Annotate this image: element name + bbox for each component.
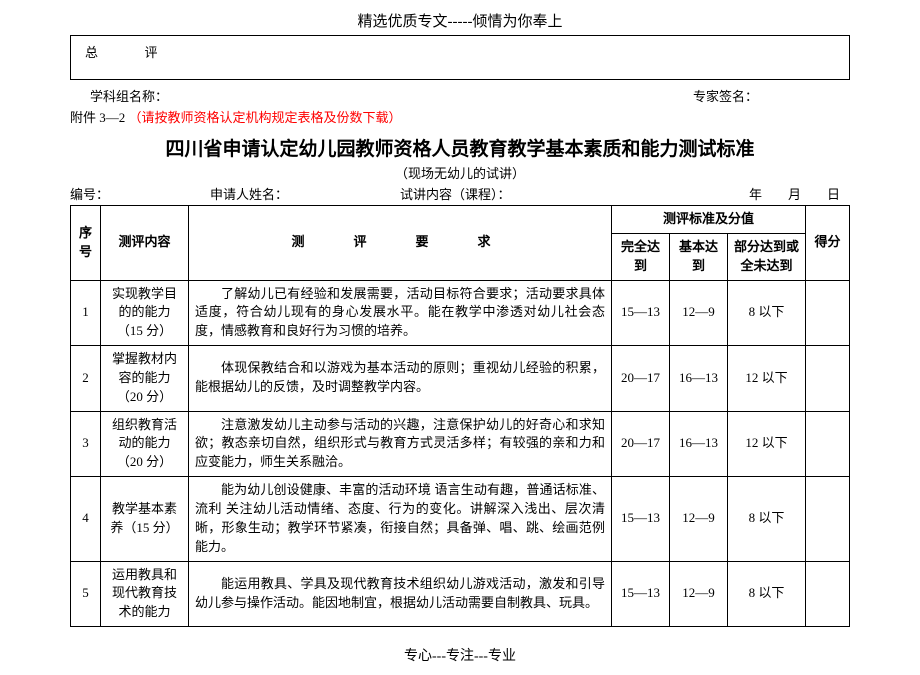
- cell-s3: 8 以下: [728, 280, 806, 346]
- th-s2: 基本达到: [670, 233, 728, 280]
- th-topic: 测评内容: [101, 206, 189, 281]
- cell-s2: 12—9: [670, 280, 728, 346]
- th-req: 测 评 要 求: [189, 206, 612, 281]
- cell-topic: 教学基本素 养（15 分）: [101, 477, 189, 561]
- cell-s2: 16—13: [670, 411, 728, 477]
- cell-s3: 12 以下: [728, 411, 806, 477]
- expert-label: 专家签名：: [693, 86, 848, 105]
- table-row: 3组织教育活动的能力（20 分）注意激发幼儿主动参与活动的兴趣，注意保护幼儿的好…: [71, 411, 850, 477]
- cell-s3: 12 以下: [728, 346, 806, 412]
- cell-req: 注意激发幼儿主动参与活动的兴趣，注意保护幼儿的好奇心和求知欲；教态亲切自然，组织…: [189, 411, 612, 477]
- cell-s1: 15—13: [612, 280, 670, 346]
- page-footer: 专心---专注---专业: [70, 645, 850, 665]
- cell-s3: 8 以下: [728, 561, 806, 627]
- attachment-prefix: 附件 3—2: [70, 110, 125, 125]
- meta-row: 编号： 申请人姓名： 试讲内容（课程）： 年 月 日: [70, 184, 850, 203]
- th-score: 得分: [806, 206, 850, 281]
- doc-title: 四川省申请认定幼儿园教师资格人员教育教学基本素质和能力测试标准: [70, 134, 850, 161]
- cell-topic: 掌握教材内容的能力（20 分）: [101, 346, 189, 412]
- cell-seq: 1: [71, 280, 101, 346]
- cell-topic: 运用教具和现代教育技术的能力: [101, 561, 189, 627]
- cell-score: [806, 346, 850, 412]
- cell-s1: 15—13: [612, 477, 670, 561]
- meta-date: 年 月 日: [680, 184, 850, 203]
- cell-s3: 8 以下: [728, 477, 806, 561]
- cell-s1: 20—17: [612, 411, 670, 477]
- doc-subtitle: （现场无幼儿的试讲）: [70, 163, 850, 182]
- cell-score: [806, 411, 850, 477]
- cell-s2: 12—9: [670, 561, 728, 627]
- summary-box: 总 评: [70, 35, 850, 80]
- attachment-note: （请按教师资格认定机构规定表格及份数下载）: [129, 110, 402, 125]
- table-row: 2掌握教材内容的能力（20 分）体现保教结合和以游戏为基本活动的原则；重视幼儿经…: [71, 346, 850, 412]
- cell-score: [806, 280, 850, 346]
- info-row: 学科组名称： 专家签名：: [70, 86, 850, 105]
- th-s1: 完全达到: [612, 233, 670, 280]
- summary-right: 评: [145, 42, 158, 61]
- cell-seq: 4: [71, 477, 101, 561]
- meta-id: 编号：: [70, 184, 210, 203]
- cell-seq: 5: [71, 561, 101, 627]
- cell-score: [806, 477, 850, 561]
- group-label: 学科组名称：: [72, 86, 168, 105]
- th-std-group: 测评标准及分值: [612, 206, 806, 234]
- table-row: 4教学基本素 养（15 分）能为幼儿创设健康、丰富的活动环境 语言生动有趣，普通…: [71, 477, 850, 561]
- cell-topic: 组织教育活动的能力（20 分）: [101, 411, 189, 477]
- cell-s1: 20—17: [612, 346, 670, 412]
- table-body: 1实现教学目的的能力（15 分）了解幼儿已有经验和发展需要，活动目标符合要求；活…: [71, 280, 850, 627]
- table-row: 5运用教具和现代教育技术的能力能运用教具、学具及现代教育技术组织幼儿游戏活动，激…: [71, 561, 850, 627]
- th-s3: 部分达到或全未达到: [728, 233, 806, 280]
- cell-s2: 16—13: [670, 346, 728, 412]
- cell-s2: 12—9: [670, 477, 728, 561]
- cell-req: 能运用教具、学具及现代教育技术组织幼儿游戏活动，激发和引导幼儿参与操作活动。能因…: [189, 561, 612, 627]
- cell-req: 能为幼儿创设健康、丰富的活动环境 语言生动有趣，普通话标准、流利 关注幼儿活动情…: [189, 477, 612, 561]
- meta-name: 申请人姓名：: [210, 184, 400, 203]
- document-page: 精选优质专文-----倾情为你奉上 总 评 学科组名称： 专家签名： 附件 3—…: [0, 0, 920, 675]
- cell-s1: 15—13: [612, 561, 670, 627]
- summary-left: 总: [85, 42, 98, 61]
- cell-req: 体现保教结合和以游戏为基本活动的原则；重视幼儿经验的积累，能根据幼儿的反馈，及时…: [189, 346, 612, 412]
- page-header: 精选优质专文-----倾情为你奉上: [70, 10, 850, 31]
- cell-seq: 3: [71, 411, 101, 477]
- evaluation-table: 序号 测评内容 测 评 要 求 测评标准及分值 得分 完全达到 基本达到 部分达…: [70, 205, 850, 627]
- cell-req: 了解幼儿已有经验和发展需要，活动目标符合要求；活动要求具体适度，符合幼儿现有的身…: [189, 280, 612, 346]
- table-head: 序号 测评内容 测 评 要 求 测评标准及分值 得分 完全达到 基本达到 部分达…: [71, 206, 850, 281]
- cell-score: [806, 561, 850, 627]
- cell-topic: 实现教学目的的能力（15 分）: [101, 280, 189, 346]
- table-row: 1实现教学目的的能力（15 分）了解幼儿已有经验和发展需要，活动目标符合要求；活…: [71, 280, 850, 346]
- cell-seq: 2: [71, 346, 101, 412]
- meta-course: 试讲内容（课程）：: [400, 184, 680, 203]
- attachment-line: 附件 3—2 （请按教师资格认定机构规定表格及份数下载）: [70, 107, 850, 126]
- th-seq: 序号: [71, 206, 101, 281]
